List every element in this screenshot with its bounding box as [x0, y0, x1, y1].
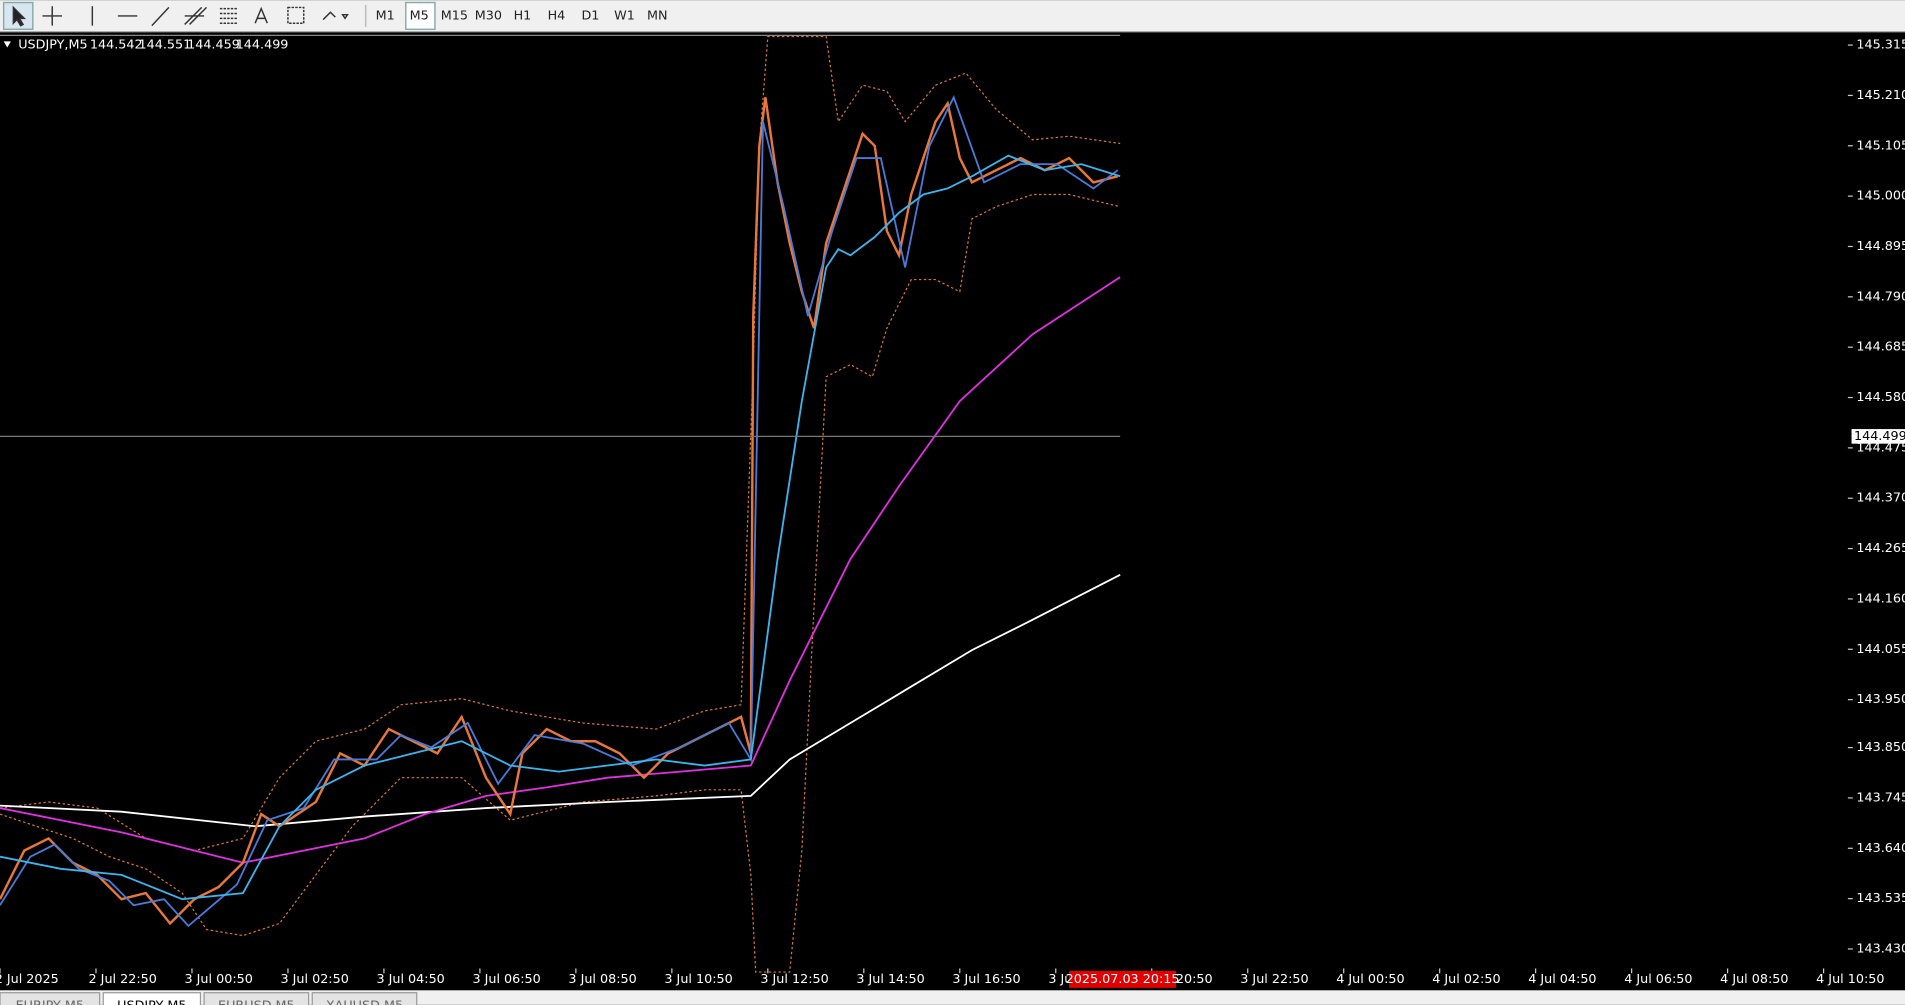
time-label: 3 Jul 06:50: [472, 972, 540, 987]
ma-slow: [0, 573, 1121, 828]
price-tick-label: 144.580: [1856, 390, 1905, 405]
cursor-icon: [12, 5, 27, 27]
time-label: 2 Jul 2025: [0, 972, 59, 987]
bollinger-upper: [0, 35, 1121, 852]
current-price-box: [1851, 429, 1905, 444]
label-icon[interactable]: [287, 6, 305, 24]
timeframe-button[interactable]: W1: [614, 8, 635, 23]
crosshair-icon[interactable]: [42, 6, 62, 26]
timeframe-button[interactable]: M5: [410, 8, 429, 23]
ohlc-value: 144.542: [90, 38, 143, 53]
time-label: 3 Jul 02:50: [280, 972, 348, 987]
current-price-label: 144.499: [1854, 429, 1905, 444]
price-tick-label: 144.370: [1856, 491, 1905, 506]
time-label: 3 Jul 16:50: [952, 972, 1020, 987]
timeframe-button[interactable]: H1: [514, 8, 532, 23]
collapse-arrow[interactable]: [3, 41, 11, 48]
tool-icons: [2, 1, 436, 31]
fibo-icon[interactable]: [219, 7, 237, 24]
price-tick-label: 143.535: [1856, 891, 1905, 906]
timeframe-button[interactable]: H4: [548, 8, 566, 23]
tab[interactable]: [311, 992, 418, 1005]
time-label: 4 Jul 06:50: [1624, 972, 1692, 987]
time-label: 3 Jul 10:50: [664, 972, 732, 987]
price-tick-label: 144.475: [1856, 440, 1905, 455]
price-tick-label: 143.850: [1856, 740, 1905, 755]
time-label: 3 Jul 00:50: [185, 972, 253, 987]
ohlc-value: 144.459: [187, 38, 240, 53]
time-label: 3 Jul 08:50: [568, 972, 636, 987]
indicators: [0, 35, 1121, 973]
price-tick-label: 145.210: [1856, 88, 1905, 103]
active-timeframe: [405, 1, 436, 31]
price-tick-label: 145.105: [1856, 138, 1905, 153]
time-label: 3 Jul 12:50: [760, 972, 828, 987]
price-candles-down: [0, 95, 1119, 928]
tab[interactable]: [203, 992, 310, 1005]
ma-fast: [0, 154, 1121, 901]
price-tick-label: 143.430: [1856, 941, 1905, 956]
price-tick-label: 144.160: [1856, 591, 1905, 606]
price-tick-label: 145.315: [1856, 38, 1905, 53]
price-tick-label: 144.895: [1856, 239, 1905, 254]
time-label: 4 Jul 04:50: [1528, 972, 1596, 987]
tab-label[interactable]: EURUSD,M5: [218, 999, 295, 1005]
price-tick-label: 143.745: [1856, 790, 1905, 805]
channel-icon[interactable]: [184, 6, 208, 25]
timeframe-button[interactable]: M30: [475, 8, 502, 23]
timeframe-button[interactable]: MN: [647, 8, 668, 23]
arrows-icon[interactable]: [322, 11, 349, 21]
price-tick-label: 145.000: [1856, 189, 1905, 204]
tab-label[interactable]: USDJPY,M5: [117, 999, 186, 1005]
crosshair-time-box: [1069, 970, 1177, 988]
active-tab[interactable]: [102, 992, 202, 1005]
tab-label[interactable]: XAUUSD,M5: [326, 999, 403, 1005]
time-label: 4 Jul 00:50: [1336, 972, 1404, 987]
symbol: USDJPY,M5: [18, 38, 87, 53]
ma-mid: [0, 276, 1121, 864]
time-label: 2 Jul 22:50: [89, 972, 157, 987]
ohlc-value: 144.551: [139, 38, 192, 53]
price-tick-label: 144.055: [1856, 642, 1905, 657]
tabs-bar: [0, 990, 1905, 1005]
time-label: 4 Jul 10:50: [1816, 972, 1884, 987]
price-tick-label: 144.790: [1856, 289, 1905, 304]
ohlc-value: 144.499: [236, 38, 289, 53]
price-tick-label: 143.950: [1856, 692, 1905, 707]
tab-label[interactable]: EURJPY,M5: [16, 999, 84, 1005]
time-label: 3 Jul 22:50: [1240, 972, 1308, 987]
tab[interactable]: [0, 992, 101, 1005]
time-label: 4 Jul 02:50: [1432, 972, 1500, 987]
time-label: 3 Jul 04:50: [376, 972, 444, 987]
price-tick-label: 144.685: [1856, 340, 1905, 355]
trendline-icon[interactable]: [151, 6, 170, 27]
time-label: 3 Jul 14:50: [856, 972, 924, 987]
text-icon[interactable]: [254, 6, 268, 24]
price-tick-label: 144.265: [1856, 541, 1905, 556]
timeframe-button[interactable]: M15: [441, 8, 468, 23]
timeframe-button[interactable]: M1: [376, 8, 395, 23]
timeframe-button[interactable]: D1: [581, 8, 599, 23]
toolbar: [0, 0, 1905, 32]
crosshair-time: 2025.07.03 20:15: [1066, 972, 1180, 987]
price-tick-label: 143.640: [1856, 841, 1905, 856]
time-label: 4 Jul 08:50: [1720, 972, 1788, 987]
